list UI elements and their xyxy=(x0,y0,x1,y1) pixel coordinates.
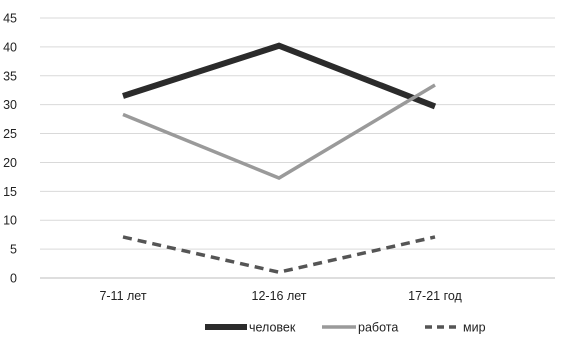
legend-label-1: человек xyxy=(249,321,296,335)
y-tick-label: 5 xyxy=(10,243,17,257)
legend: человек работа мир xyxy=(205,321,486,335)
y-tick-label: 35 xyxy=(3,69,17,83)
series-line-2 xyxy=(122,83,436,180)
y-tick-label: 40 xyxy=(3,40,17,54)
gridlines xyxy=(40,17,555,279)
legend-label-3: мир xyxy=(463,321,486,335)
y-tick-label: 30 xyxy=(3,98,17,112)
x-tick-label: 17-21 год xyxy=(408,289,462,303)
legend-label-2: работа xyxy=(358,321,398,335)
series-line-1 xyxy=(122,42,437,110)
y-tick-label: 10 xyxy=(3,214,17,228)
y-tick-label: 25 xyxy=(3,127,17,141)
series-lines xyxy=(122,42,437,275)
series-line-3 xyxy=(122,235,436,275)
y-tick-label: 45 xyxy=(3,12,17,26)
y-axis-ticks: 0 5 10 15 20 25 30 35 40 45 xyxy=(3,12,17,286)
x-tick-label: 7-11 лет xyxy=(99,289,146,303)
x-tick-label: 12-16 лет xyxy=(252,289,307,303)
y-tick-label: 20 xyxy=(3,156,17,170)
x-axis-ticks: 7-11 лет 12-16 лет 17-21 год xyxy=(99,289,462,303)
y-tick-label: 15 xyxy=(3,185,17,199)
y-tick-label: 0 xyxy=(10,272,17,286)
